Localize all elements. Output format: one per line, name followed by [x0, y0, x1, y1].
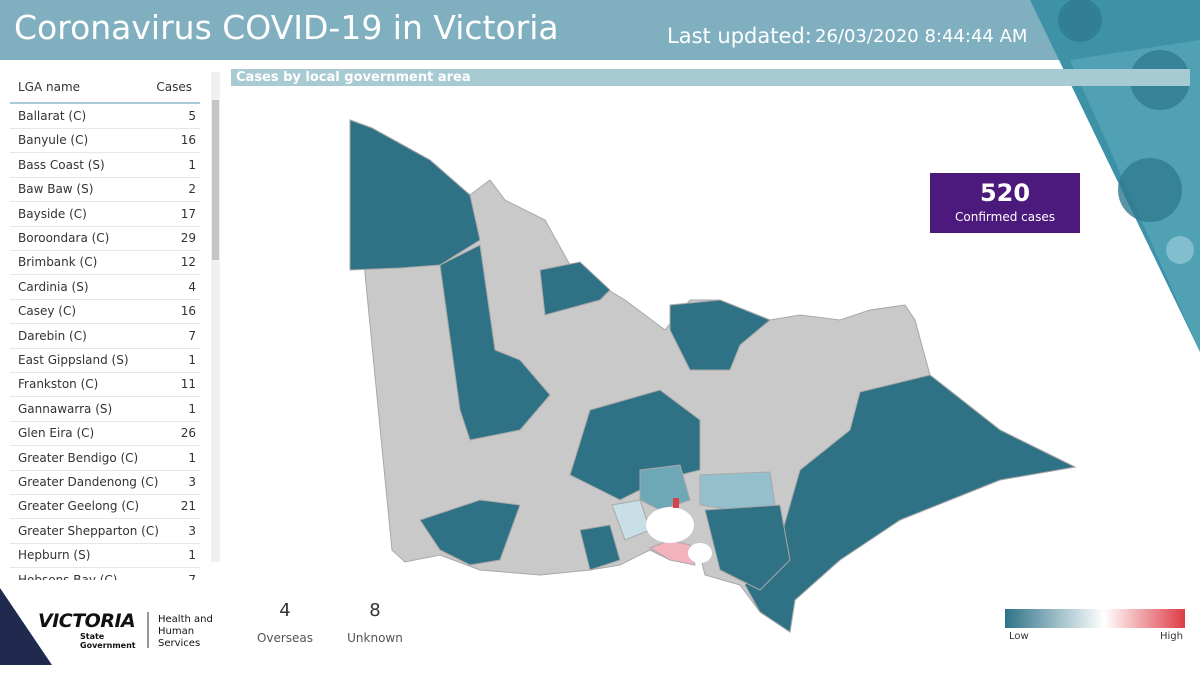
table-row[interactable]: Bayside (C) 17: [10, 202, 200, 227]
map-title: Cases by local government area: [236, 70, 471, 85]
table-header: LGA name Cases: [10, 72, 200, 104]
lga-name: East Gippsland (S): [18, 353, 129, 367]
page-title: Coronavirus COVID-19 in Victoria: [14, 8, 559, 47]
table-row[interactable]: Glen Eira (C) 26: [10, 421, 200, 447]
lga-name: Glen Eira (C): [18, 426, 95, 441]
lga-name: Gannawarra (S): [18, 401, 113, 416]
case-count: 1: [188, 157, 196, 172]
case-count: 5: [188, 109, 196, 123]
case-count: 17: [180, 206, 196, 221]
table-row[interactable]: Gannawarra (S) 1: [10, 397, 200, 422]
lga-name: Hobsons Bay (C): [18, 572, 118, 580]
case-count: 7: [188, 328, 196, 343]
table-row[interactable]: Baw Baw (S) 2: [10, 177, 200, 203]
scrollbar[interactable]: [211, 72, 220, 562]
lga-name: Hepburn (S): [18, 548, 91, 563]
kpi-label: Unknown: [347, 631, 403, 645]
kpi-value: 520: [979, 179, 1031, 207]
case-count: 3: [188, 523, 196, 538]
kpi-card: 520 Confirmed cases: [930, 173, 1080, 233]
lga-name: Brimbank (C): [18, 255, 98, 270]
lga-name: Greater Shepparton (C): [18, 523, 159, 538]
table-row[interactable]: Greater Geelong (C) 21: [10, 494, 200, 520]
case-count: 21: [180, 499, 196, 514]
lga-name: Greater Geelong (C): [18, 499, 140, 514]
lga-name: Bass Coast (S): [18, 157, 105, 172]
lga-name: Darebin (C): [18, 328, 87, 343]
case-count: 1: [188, 548, 196, 563]
kpi-card: 4 Overseas: [240, 600, 330, 645]
case-count: 7: [188, 572, 196, 580]
header-bar: [0, 0, 1200, 60]
lga-name: Bayside (C): [18, 206, 87, 221]
case-count: 11: [180, 377, 196, 392]
case-count: 16: [180, 133, 196, 148]
department-name: Health and Human Services: [158, 614, 213, 649]
logo-text: VICTORIA: [38, 610, 136, 632]
table-row[interactable]: Brimbank (C) 12: [10, 250, 200, 276]
lga-name: Baw Baw (S): [18, 182, 94, 197]
table-row[interactable]: Ballarat (C) 5: [10, 104, 200, 129]
lga-name: Frankston (C): [18, 377, 99, 392]
logo-subtext: State Government: [80, 632, 136, 650]
case-count: 12: [180, 255, 196, 270]
case-count: 29: [180, 231, 196, 245]
lga-name: Banyule (C): [18, 133, 89, 148]
column-header[interactable]: LGA name: [18, 80, 81, 94]
kpi-card: 8 Unknown: [330, 600, 420, 645]
kpi-value: 8: [369, 600, 381, 621]
legend-high: High: [1160, 631, 1183, 642]
last-updated-value: 26/03/2020 8:44:44 AM: [815, 26, 1028, 47]
table-row[interactable]: Greater Shepparton (C) 3: [10, 519, 200, 544]
table-row[interactable]: Greater Dandenong (C) 3: [10, 470, 200, 495]
case-count: 1: [188, 401, 196, 416]
table-row[interactable]: Hobsons Bay (C) 7: [10, 568, 200, 580]
table-row[interactable]: Darebin (C) 7: [10, 324, 200, 349]
scroll-thumb[interactable]: [212, 100, 219, 260]
table-row[interactable]: Frankston (C) 11: [10, 372, 200, 398]
case-count: 3: [188, 475, 196, 489]
case-count: 1: [188, 450, 196, 465]
case-count: 4: [188, 279, 196, 294]
column-header[interactable]: Cases: [156, 80, 192, 94]
lga-name: Ballarat (C): [18, 109, 87, 123]
lga-name: Cardinia (S): [18, 279, 89, 294]
legend-gradient: [1005, 609, 1185, 628]
legend-low: Low: [1009, 631, 1029, 642]
kpi-label: Overseas: [256, 631, 314, 645]
lga-name: Greater Dandenong (C): [18, 475, 159, 489]
table-row[interactable]: Bass Coast (S) 1: [10, 153, 200, 178]
lga-name: Casey (C): [18, 304, 77, 319]
table-row[interactable]: Casey (C) 16: [10, 299, 200, 325]
kpi-value: 4: [279, 600, 291, 621]
table-row[interactable]: Cardinia (S) 4: [10, 275, 200, 300]
last-updated-label: Last updated:: [667, 24, 812, 48]
case-count: 26: [180, 426, 196, 441]
table-row[interactable]: Banyule (C) 16: [10, 128, 200, 154]
case-count: 1: [188, 353, 196, 367]
table-row[interactable]: Boroondara (C) 29: [10, 226, 200, 251]
lga-name: Greater Bendigo (C): [18, 450, 139, 465]
lga-table: LGA name Cases Ballarat (C) 5 Banyule (C) 1…: [10, 68, 222, 580]
table-row[interactable]: East Gippsland (S) 1: [10, 348, 200, 373]
kpi-label: Confirmed cases: [955, 210, 1055, 224]
case-count: 2: [188, 182, 196, 197]
lga-name: Boroondara (C): [18, 231, 110, 245]
table-row[interactable]: Hepburn (S) 1: [10, 543, 200, 569]
map-title-bar: Cases by local government area: [231, 69, 1190, 86]
table-row[interactable]: Greater Bendigo (C) 1: [10, 446, 200, 471]
case-count: 16: [180, 304, 196, 319]
